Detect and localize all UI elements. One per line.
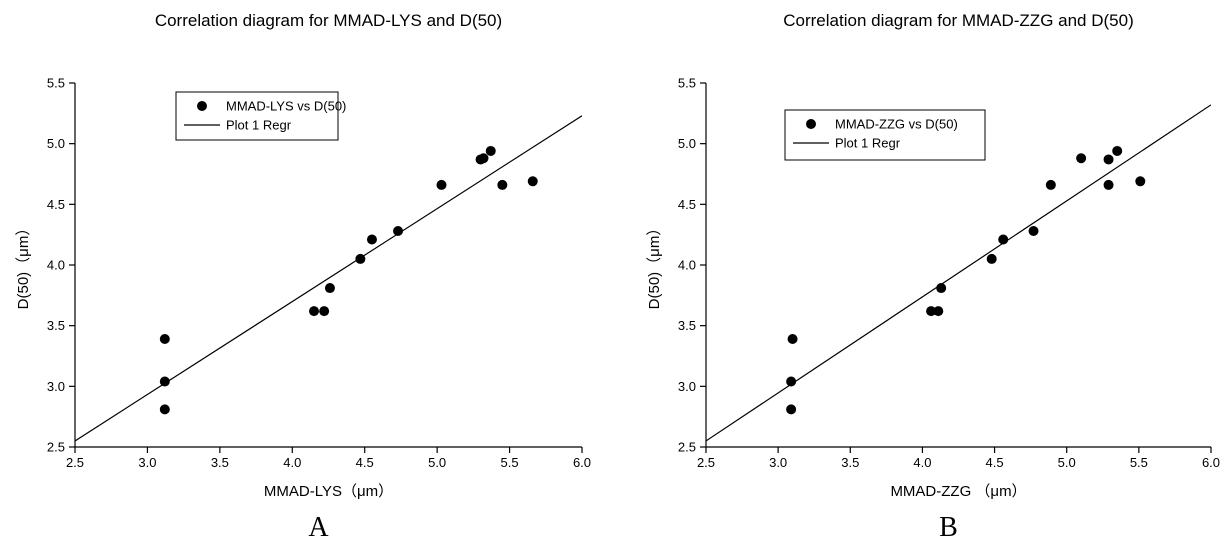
data-point bbox=[497, 179, 508, 190]
x-axis-label: MMAD-LYS（μm） bbox=[264, 483, 393, 500]
x-tick-label: 5.0 bbox=[1058, 455, 1076, 470]
chart-title: Correlation diagram for MMAD-ZZG and D(5… bbox=[783, 11, 1133, 30]
x-tick-label: 5.5 bbox=[501, 455, 519, 470]
y-tick-label: 4.0 bbox=[678, 258, 696, 273]
data-point bbox=[787, 334, 798, 345]
chart-panel-b: Correlation diagram for MMAD-ZZG and D(5… bbox=[646, 11, 1220, 543]
y-tick-label: 2.5 bbox=[47, 440, 65, 455]
regression-line bbox=[706, 104, 1211, 442]
y-tick-label: 4.0 bbox=[47, 258, 65, 273]
data-point bbox=[1103, 179, 1114, 190]
data-point bbox=[485, 145, 496, 156]
data-point bbox=[1028, 226, 1039, 237]
panel-label: A bbox=[308, 512, 329, 543]
y-tick-label: 3.0 bbox=[678, 379, 696, 394]
x-tick-label: 5.0 bbox=[428, 455, 446, 470]
legend-marker-swatch bbox=[806, 119, 816, 129]
x-tick-label: 3.5 bbox=[211, 455, 229, 470]
y-axis-label: D(50)（μm） bbox=[15, 221, 32, 310]
chart-title: Correlation diagram for MMAD-LYS and D(5… bbox=[155, 11, 502, 30]
y-tick-label: 3.0 bbox=[47, 379, 65, 394]
legend-box bbox=[175, 91, 339, 141]
y-tick-label: 3.5 bbox=[678, 318, 696, 333]
legend-entry-label: Plot 1 Regr bbox=[226, 118, 292, 133]
y-tick-label: 3.5 bbox=[47, 318, 65, 333]
x-tick-label: 2.5 bbox=[66, 455, 84, 470]
data-point bbox=[527, 176, 538, 187]
data-point bbox=[159, 404, 170, 415]
legend-box bbox=[784, 109, 986, 161]
data-point bbox=[159, 376, 170, 387]
x-tick-label: 3.0 bbox=[769, 455, 787, 470]
legend: MMAD-ZZG vs D(50) Plot 1 Regr bbox=[784, 109, 986, 161]
data-point bbox=[1103, 154, 1114, 165]
x-tick-label: 6.0 bbox=[1202, 455, 1220, 470]
x-tick-label: 3.0 bbox=[138, 455, 156, 470]
data-point bbox=[393, 226, 404, 237]
y-tick-label: 4.5 bbox=[678, 197, 696, 212]
data-point bbox=[1045, 179, 1056, 190]
data-point bbox=[1112, 145, 1123, 156]
data-point bbox=[366, 234, 377, 245]
data-point bbox=[159, 334, 170, 345]
legend-entry-label: Plot 1 Regr bbox=[835, 136, 901, 151]
y-tick-label: 5.5 bbox=[678, 76, 696, 91]
data-point bbox=[1076, 153, 1087, 164]
panel-label: B bbox=[939, 512, 958, 543]
x-tick-label: 4.5 bbox=[986, 455, 1004, 470]
data-point bbox=[986, 253, 997, 264]
chart-panel-a: Correlation diagram for MMAD-LYS and D(5… bbox=[15, 11, 591, 543]
y-tick-label: 5.5 bbox=[47, 76, 65, 91]
y-tick-label: 4.5 bbox=[47, 197, 65, 212]
y-tick-label: 5.0 bbox=[47, 136, 65, 151]
legend: MMAD-LYS vs D(50) Plot 1 Regr bbox=[175, 91, 346, 141]
data-point bbox=[933, 306, 944, 317]
legend-entry-label: MMAD-LYS vs D(50) bbox=[226, 99, 346, 114]
legend-marker-swatch bbox=[197, 101, 207, 111]
data-point bbox=[478, 153, 489, 164]
x-tick-label: 3.5 bbox=[841, 455, 859, 470]
data-point bbox=[319, 306, 330, 317]
regression-line bbox=[75, 115, 582, 442]
data-point bbox=[436, 179, 447, 190]
x-tick-label: 5.5 bbox=[1130, 455, 1148, 470]
data-point bbox=[786, 376, 797, 387]
x-tick-label: 4.5 bbox=[356, 455, 374, 470]
x-tick-label: 2.5 bbox=[697, 455, 715, 470]
data-point bbox=[1135, 176, 1146, 187]
x-tick-label: 4.0 bbox=[283, 455, 301, 470]
x-axis-label: MMAD-ZZG （μm） bbox=[890, 483, 1026, 500]
y-tick-label: 5.0 bbox=[678, 136, 696, 151]
legend-entry-label: MMAD-ZZG vs D(50) bbox=[835, 117, 958, 132]
data-point bbox=[324, 283, 335, 294]
x-tick-label: 4.0 bbox=[913, 455, 931, 470]
data-point bbox=[786, 404, 797, 415]
y-tick-label: 2.5 bbox=[678, 440, 696, 455]
y-axis-label: D(50)（μm） bbox=[646, 221, 663, 310]
data-point bbox=[309, 306, 320, 317]
x-tick-label: 6.0 bbox=[573, 455, 591, 470]
data-point bbox=[926, 306, 937, 317]
